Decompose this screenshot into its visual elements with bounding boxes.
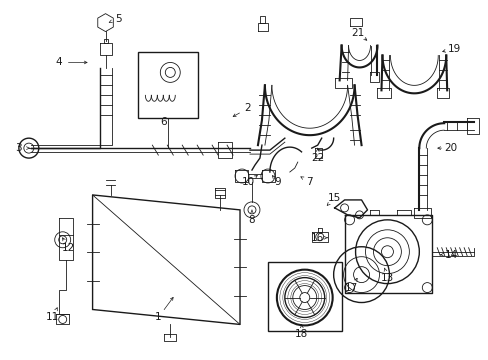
Text: 13: 13 bbox=[380, 273, 393, 283]
Text: 2: 2 bbox=[244, 103, 251, 113]
Text: 22: 22 bbox=[310, 153, 324, 163]
Text: 11: 11 bbox=[46, 312, 59, 323]
Text: 21: 21 bbox=[350, 28, 364, 37]
Text: 20: 20 bbox=[444, 143, 457, 153]
Text: 17: 17 bbox=[344, 283, 358, 293]
Text: 12: 12 bbox=[62, 243, 75, 253]
Text: 3: 3 bbox=[16, 143, 22, 153]
Text: 9: 9 bbox=[274, 177, 281, 187]
Text: 7: 7 bbox=[306, 177, 312, 187]
Text: 15: 15 bbox=[327, 193, 341, 203]
Text: 6: 6 bbox=[160, 117, 166, 127]
Text: 4: 4 bbox=[55, 58, 62, 67]
Text: 10: 10 bbox=[241, 177, 254, 187]
Text: 5: 5 bbox=[115, 14, 122, 24]
Text: 1: 1 bbox=[155, 312, 162, 323]
Text: 19: 19 bbox=[447, 44, 460, 54]
Text: 14: 14 bbox=[444, 250, 457, 260]
Text: 18: 18 bbox=[295, 329, 308, 339]
Text: 16: 16 bbox=[310, 233, 324, 243]
Text: 8: 8 bbox=[248, 215, 255, 225]
